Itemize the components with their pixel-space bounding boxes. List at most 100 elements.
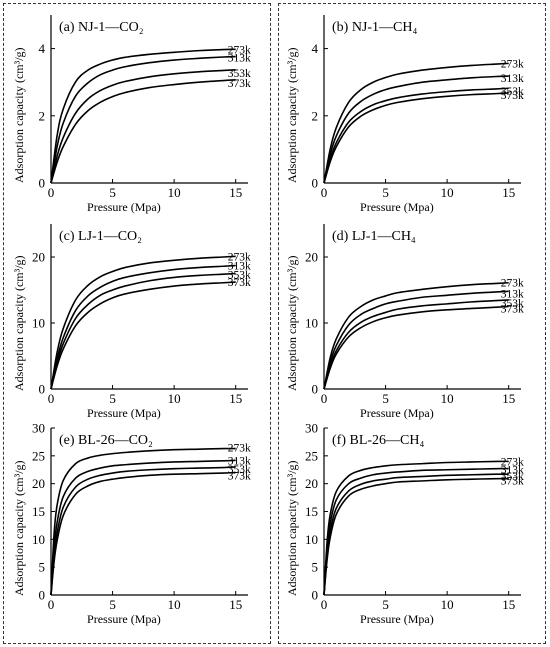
y-tick-label: 25 (305, 448, 318, 463)
y-tick-label: 30 (305, 421, 318, 436)
series-line (50, 466, 236, 596)
series-label: 373k (228, 78, 251, 90)
series-line (323, 477, 509, 596)
x-axis-title: Pressure (Mpa) (87, 406, 161, 420)
series-label: 273k (501, 456, 524, 468)
y-tick-label: 20 (305, 250, 318, 265)
x-tick-label: 10 (441, 597, 454, 612)
y-tick-label: 4 (39, 41, 46, 56)
y-tick-label: 20 (32, 476, 45, 491)
series-line (50, 264, 236, 390)
y-axis-title: Adsorption capacity (cm³/g) (285, 254, 299, 391)
series-line (323, 467, 509, 596)
x-tick-label: 10 (168, 185, 181, 200)
y-tick-label: 5 (39, 560, 46, 575)
series-label: 353k (501, 471, 524, 483)
series-label: 353k (228, 68, 251, 80)
series-label: 353k (228, 270, 251, 282)
series-label: 273k (228, 44, 251, 56)
series-line (323, 281, 509, 390)
series-label: 273k (501, 58, 524, 70)
series-line (323, 473, 509, 596)
x-tick-label: 15 (229, 597, 242, 612)
left-panel-frame (3, 3, 271, 644)
series-label: 313k (228, 455, 251, 467)
y-tick-label: 2 (312, 108, 319, 123)
x-tick-label: 5 (109, 391, 116, 406)
series-label: 373k (228, 471, 251, 483)
panel-title: (e) BL-26—CO₂ (59, 433, 153, 448)
x-tick-label: 5 (382, 185, 389, 200)
y-tick-label: 10 (32, 316, 45, 331)
x-tick-label: 5 (109, 185, 116, 200)
series-label: 373k (228, 277, 251, 289)
series-line (323, 75, 509, 184)
x-tick-label: 15 (229, 185, 242, 200)
y-tick-label: 20 (32, 250, 45, 265)
series-line (323, 460, 509, 596)
x-tick-label: 15 (502, 185, 515, 200)
x-tick-label: 0 (321, 597, 328, 612)
x-axis-title: Pressure (Mpa) (87, 612, 161, 626)
y-tick-label: 20 (305, 476, 318, 491)
y-tick-label: 4 (312, 41, 319, 56)
series-line (50, 55, 236, 184)
x-tick-label: 15 (502, 391, 515, 406)
x-axis-title: Pressure (Mpa) (360, 612, 434, 626)
series-line (50, 68, 236, 184)
y-tick-label: 25 (32, 448, 45, 463)
series-label: 313k (501, 288, 524, 300)
x-tick-label: 0 (48, 597, 55, 612)
y-tick-label: 0 (312, 382, 319, 397)
series-line (50, 281, 236, 390)
series-line (50, 447, 236, 596)
panel-title: (f) BL-26—CH₄ (332, 433, 424, 448)
series-line (323, 62, 509, 184)
series-line (50, 255, 236, 390)
x-tick-label: 15 (502, 597, 515, 612)
y-tick-label: 2 (39, 108, 46, 123)
x-axis-title: Pressure (Mpa) (360, 200, 434, 214)
series-label: 373k (501, 90, 524, 102)
series-label: 373k (501, 476, 524, 488)
x-tick-label: 15 (229, 391, 242, 406)
y-tick-label: 15 (32, 504, 45, 519)
y-tick-label: 0 (39, 588, 46, 603)
series-line (50, 79, 236, 184)
y-tick-label: 5 (312, 560, 319, 575)
series-line (50, 272, 236, 390)
panel-title: (c) LJ-1—CO₂ (59, 229, 142, 244)
panel-title: (d) LJ-1—CH₄ (332, 229, 416, 244)
series-line (323, 87, 509, 184)
series-line (323, 305, 509, 390)
series-label: 353k (501, 86, 524, 98)
y-axis-title: Adsorption capacity (cm³/g) (285, 459, 299, 596)
x-tick-label: 10 (441, 185, 454, 200)
x-axis-title: Pressure (Mpa) (360, 406, 434, 420)
x-tick-label: 5 (109, 597, 116, 612)
series-label: 273k (501, 278, 524, 290)
series-line (50, 471, 236, 596)
series-label: 313k (228, 261, 251, 273)
y-axis-title: Adsorption capacity (cm³/g) (285, 47, 299, 183)
y-tick-label: 10 (305, 316, 318, 331)
series-line (50, 48, 236, 184)
series-label: 313k (228, 53, 251, 65)
x-tick-label: 10 (441, 391, 454, 406)
x-tick-label: 10 (168, 391, 181, 406)
x-tick-label: 0 (321, 185, 328, 200)
series-label: 313k (501, 73, 524, 85)
y-tick-label: 0 (39, 382, 46, 397)
y-tick-label: 10 (305, 532, 318, 547)
x-tick-label: 5 (382, 391, 389, 406)
x-tick-label: 0 (48, 185, 55, 200)
y-tick-label: 30 (32, 421, 45, 436)
right-panel-frame (278, 3, 546, 644)
series-label: 373k (501, 304, 524, 316)
y-tick-label: 15 (305, 504, 318, 519)
y-axis-title: Adsorption capacity (cm³/g) (12, 459, 26, 596)
y-axis-title: Adsorption capacity (cm³/g) (12, 254, 26, 391)
y-tick-label: 10 (32, 532, 45, 547)
y-axis-title: Adsorption capacity (cm³/g) (12, 47, 26, 183)
